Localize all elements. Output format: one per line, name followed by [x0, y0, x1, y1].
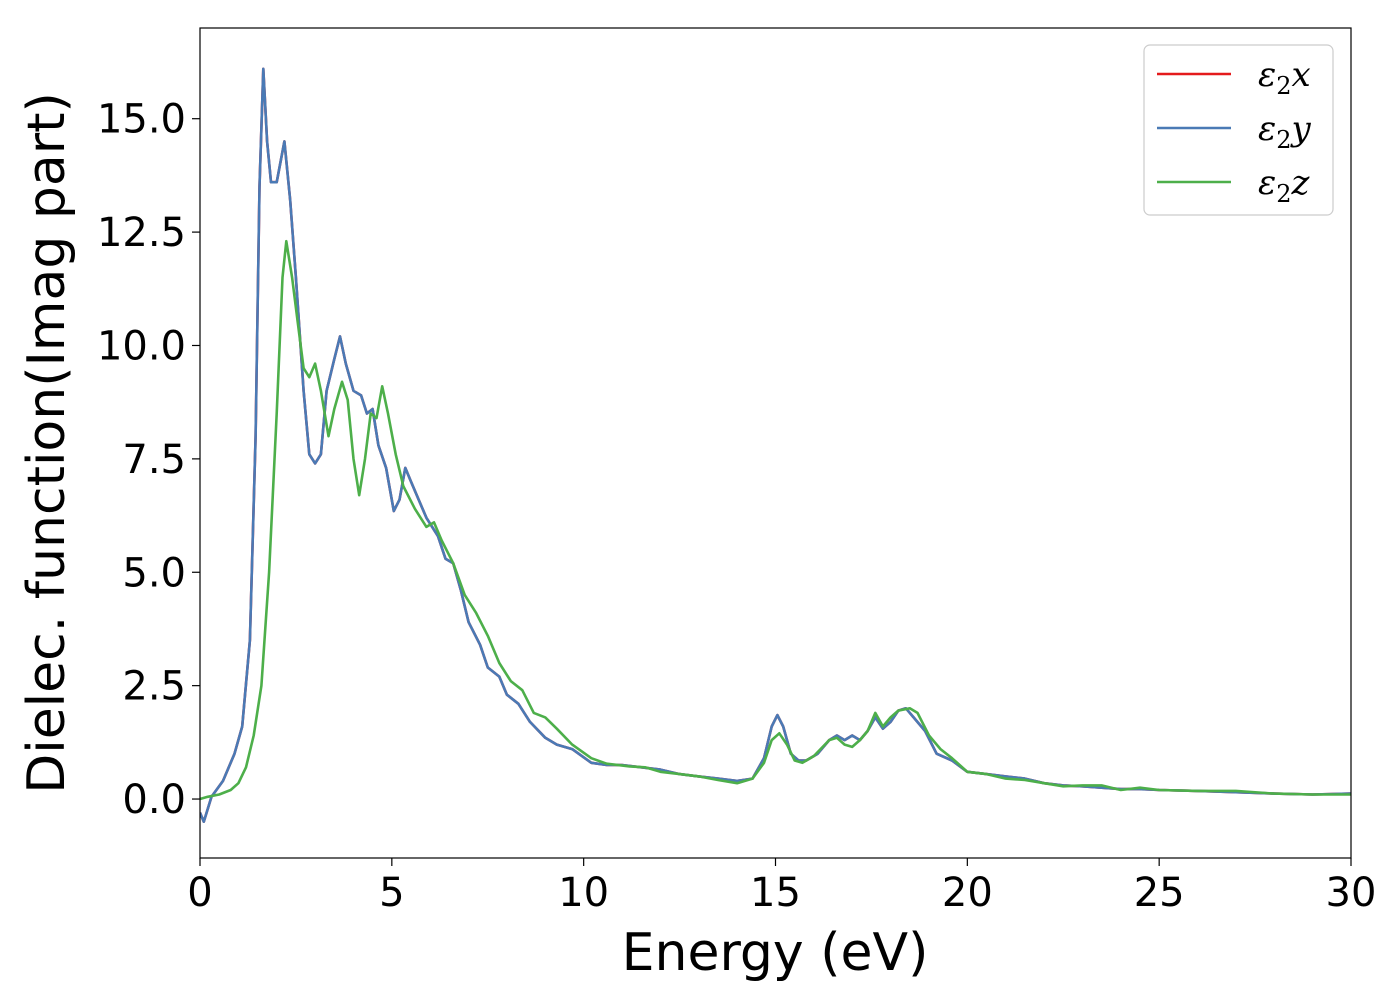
- legend-label-x: ε2x: [1258, 55, 1311, 100]
- series-line-z: [200, 239, 1351, 801]
- y-tick-label: 12.5: [97, 210, 186, 256]
- x-axis-label: Energy (eV): [622, 923, 929, 983]
- y-tick-label: 0.0: [122, 777, 186, 823]
- legend-box: [1143, 44, 1334, 216]
- x-tick-label: 0: [187, 870, 212, 916]
- y-tick-label: 7.5: [122, 437, 186, 483]
- x-tick-label: 5: [379, 870, 404, 916]
- y-axis-label: Dielec. function(Imag part): [17, 92, 77, 794]
- x-tick-label: 15: [750, 870, 801, 916]
- series-layer: [200, 67, 1351, 823]
- x-tick-label: 25: [1134, 870, 1185, 916]
- x-tick-label: 20: [942, 870, 993, 916]
- legend-label-y: ε2y: [1258, 109, 1312, 154]
- legend: ε2x ε2y ε2z: [1143, 44, 1334, 216]
- y-tick-label: 2.5: [122, 664, 186, 710]
- x-axis-ticks: 0 5 10 15 20 25 30: [187, 858, 1376, 916]
- y-tick-label: 5.0: [122, 550, 186, 596]
- legend-label-z: ε2z: [1258, 163, 1311, 208]
- x-tick-label: 30: [1326, 870, 1377, 916]
- y-tick-label: 15.0: [97, 97, 186, 143]
- y-tick-label: 10.0: [97, 323, 186, 369]
- x-tick-label: 10: [558, 870, 609, 916]
- series-line-y: [200, 67, 1351, 823]
- y-axis-ticks: 0.0 2.5 5.0 7.5 10.0 12.5 15.0: [97, 97, 200, 823]
